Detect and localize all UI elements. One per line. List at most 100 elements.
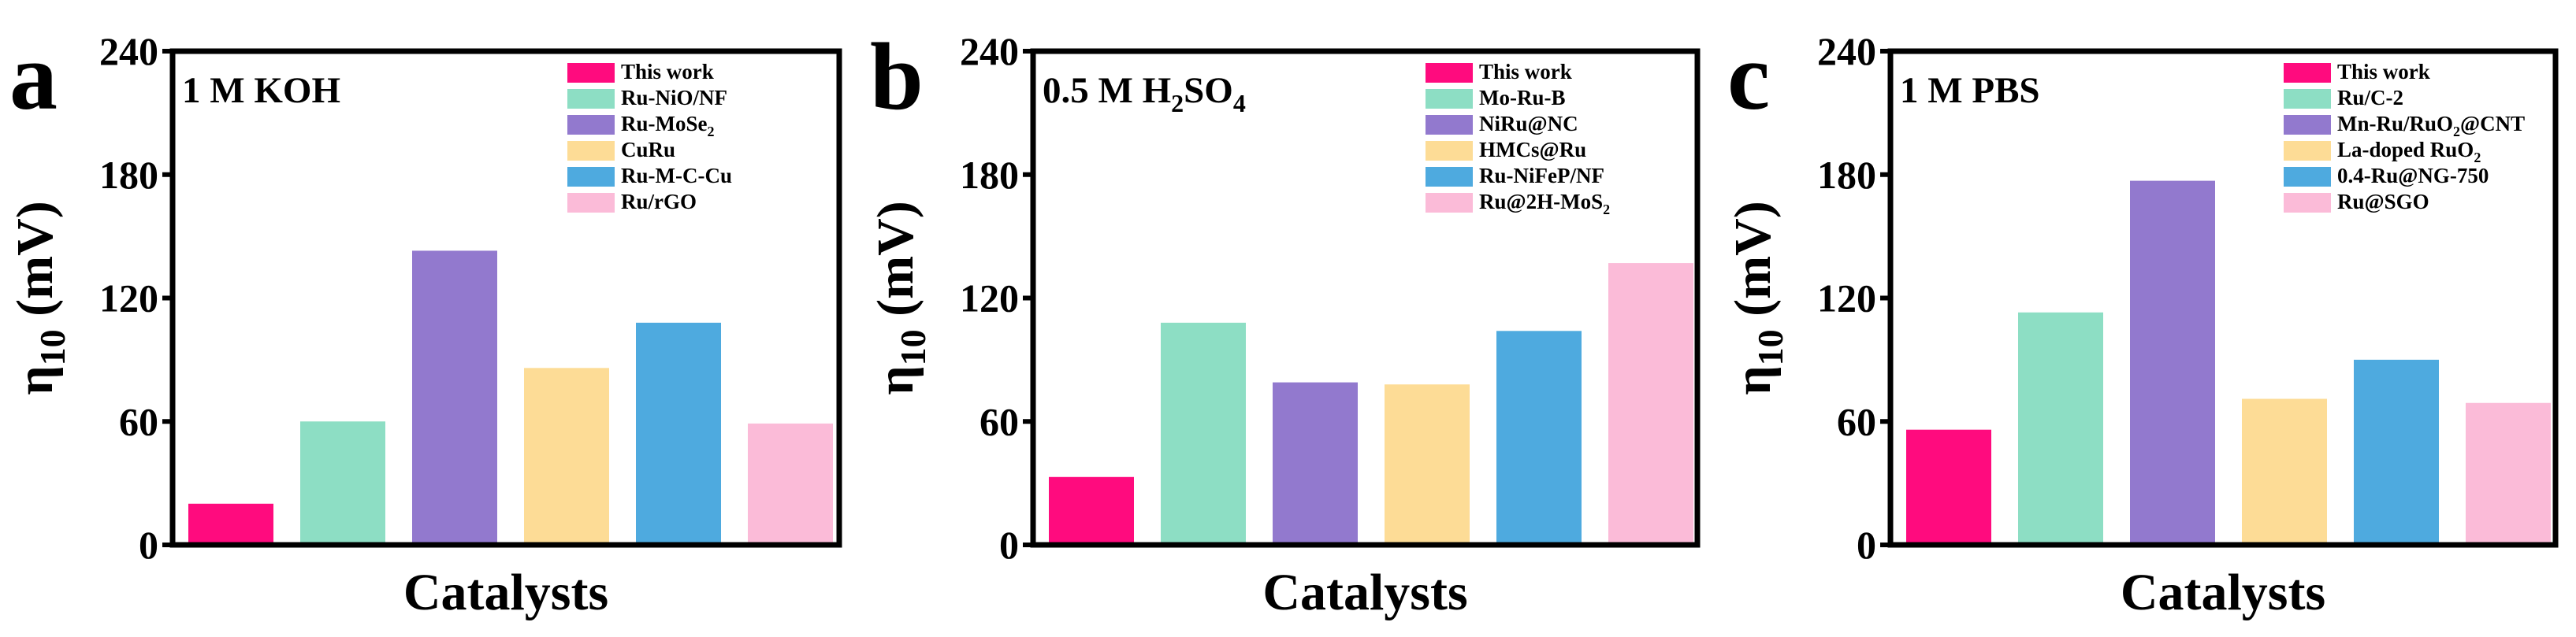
legend-text: This work	[2337, 60, 2430, 83]
legend-subscript: 2	[708, 124, 715, 139]
legend-swatch-1	[2284, 63, 2331, 83]
legend-text: Ru/C-2	[2337, 86, 2403, 109]
legend-label-4: HMCs@Ru	[1479, 138, 1586, 161]
ylabel-unit: (mV)	[1724, 201, 1782, 329]
bar-4	[524, 368, 609, 545]
bar-4	[1385, 384, 1470, 545]
x-axis-label: Catalysts	[403, 564, 608, 621]
title-subscript: 2	[1171, 89, 1184, 117]
bar-3	[1273, 382, 1358, 545]
y-tick-label: 0	[139, 523, 158, 567]
legend-text: Ru-NiO/NF	[621, 86, 727, 109]
ylabel-eta: η	[6, 365, 64, 394]
y-tick-label: 120	[960, 276, 1019, 320]
legend-swatch-5	[1426, 167, 1473, 187]
legend-text: NiRu@NC	[1479, 112, 1578, 135]
panel-letter: b	[870, 24, 924, 130]
legend-swatch-2	[1426, 89, 1473, 109]
legend-subscript: 2	[2474, 150, 2481, 165]
panel-letter: c	[1727, 24, 1770, 130]
condition-title: 1 M PBS	[1900, 70, 2040, 111]
legend-label-5: Ru-M-C-Cu	[621, 164, 732, 187]
chart-panel-a: a 0 60 120 180 240 η10 (mV) Catalysts 1 M KOH Thi…	[6, 24, 842, 621]
legend-label-2: Mo-Ru-B	[1479, 86, 1566, 109]
legend-swatch-2	[2284, 89, 2331, 109]
legend-swatch-1	[1426, 63, 1473, 83]
ylabel-subscript: 10	[1750, 329, 1790, 365]
bar-5	[1496, 331, 1582, 545]
legend-swatch-5	[567, 167, 615, 187]
legend-swatch-6	[1426, 193, 1473, 213]
legend-text: Ru@SGO	[2337, 190, 2429, 213]
bar-1	[188, 503, 273, 545]
legend-text: Ru/rGO	[621, 190, 697, 213]
legend-label-4: CuRu	[621, 138, 675, 161]
legend-label-1: This work	[621, 60, 714, 83]
legend-text: La-doped RuO	[2337, 138, 2474, 161]
legend-swatch-4	[2284, 141, 2331, 161]
legend-label-2: Ru/C-2	[2337, 86, 2403, 109]
bar-2	[300, 421, 385, 545]
y-tick-label: 240	[99, 29, 158, 73]
legend-label-1: This work	[1479, 60, 1572, 83]
legend-text: HMCs@Ru	[1479, 138, 1586, 161]
condition-title: 1 M KOH	[182, 70, 340, 111]
y-tick-label: 180	[1817, 153, 1876, 197]
y-tick-label: 180	[960, 153, 1019, 197]
y-tick-label: 0	[1857, 523, 1876, 567]
ylabel-eta: η	[1724, 365, 1782, 394]
ylabel-subscript: 10	[893, 329, 933, 365]
bar-2	[1161, 322, 1246, 545]
legend-text: This work	[621, 60, 714, 83]
y-tick-label: 120	[1817, 276, 1876, 320]
y-tick-label: 240	[960, 29, 1019, 73]
bar-6	[748, 423, 833, 545]
ylabel-unit: (mV)	[867, 201, 924, 329]
legend-label-3: NiRu@NC	[1479, 112, 1578, 135]
y-axis-label: η10 (mV)	[867, 201, 933, 395]
title-text: 1 M KOH	[182, 70, 340, 111]
bar-2	[2018, 312, 2103, 545]
bar-1	[1049, 476, 1134, 545]
legend-swatch-6	[2284, 193, 2331, 213]
legend-label-2: Ru-NiO/NF	[621, 86, 727, 109]
y-tick-label: 120	[99, 276, 158, 320]
y-axis-label: η10 (mV)	[1724, 201, 1790, 395]
title-text: 1 M PBS	[1900, 70, 2040, 111]
legend-label-3: Ru-MoSe2	[621, 112, 715, 139]
legend-label-5: Ru-NiFeP/NF	[1479, 164, 1604, 187]
legend-swatch-5	[2284, 167, 2331, 187]
legend-label-5: 0.4-Ru@NG-750	[2337, 164, 2489, 187]
legend-label-6: Ru@SGO	[2337, 190, 2429, 213]
legend-text: Ru-M-C-Cu	[621, 164, 732, 187]
ylabel-unit: (mV)	[6, 201, 64, 329]
legend-swatch-4	[567, 141, 615, 161]
panel-letter: a	[9, 24, 58, 130]
legend-text: Ru-NiFeP/NF	[1479, 164, 1604, 187]
bar-3	[412, 250, 497, 545]
plot-frame	[1030, 48, 1701, 548]
bar-5	[2354, 359, 2439, 545]
legend-label-4: La-doped RuO2	[2337, 138, 2481, 165]
x-axis-label: Catalysts	[1262, 564, 1467, 621]
legend-text: Mn-Ru/RuO	[2337, 112, 2453, 135]
legend-swatch-2	[567, 89, 615, 109]
legend-label-3: Mn-Ru/RuO2@CNT	[2337, 112, 2525, 139]
y-tick-label: 180	[99, 153, 158, 197]
y-tick-label: 60	[119, 399, 158, 443]
legend-label-6: Ru@2H-MoS2	[1479, 190, 1610, 217]
y-tick-label: 240	[1817, 29, 1876, 73]
bar-6	[1608, 263, 1693, 545]
y-tick-label: 0	[999, 523, 1019, 567]
chart-panel-c: c 0 60 120 180 240 η10 (mV) Catalysts 1 M PBS Thi…	[1724, 24, 2559, 621]
legend-swatch-3	[567, 115, 615, 135]
bar-1	[1906, 429, 1991, 545]
bar-6	[2466, 402, 2551, 545]
y-axis-label: η10 (mV)	[6, 201, 72, 395]
y-tick-label: 60	[979, 399, 1019, 443]
legend-text: Mo-Ru-B	[1479, 86, 1566, 109]
legend-label-6: Ru/rGO	[621, 190, 697, 213]
legend-subscript: 2	[2453, 124, 2460, 139]
y-tick-label: 60	[1837, 399, 1876, 443]
